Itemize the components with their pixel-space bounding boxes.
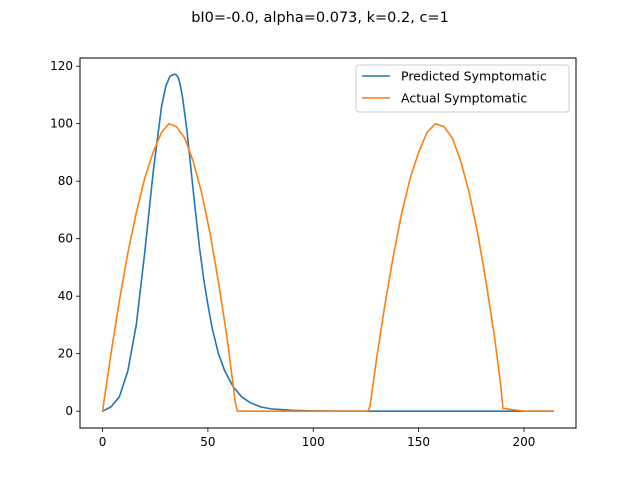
x-tick-label: 200 <box>513 435 536 449</box>
legend: Predicted Symptomatic Actual Symptomatic <box>355 64 570 113</box>
legend-label-actual: Actual Symptomatic <box>401 91 527 106</box>
y-tick-label: 40 <box>58 289 73 303</box>
legend-box <box>355 64 570 113</box>
series-lines <box>101 73 555 412</box>
plot-frame <box>79 57 577 429</box>
y-tick-label: 100 <box>50 117 73 131</box>
series-line-predicted <box>101 73 555 412</box>
y-tick-label: 20 <box>58 347 73 361</box>
y-tick-label: 80 <box>58 174 73 188</box>
x-axis: 0 50 100 150 200 <box>99 428 536 449</box>
series-line-actual <box>101 122 555 412</box>
legend-label-predicted: Predicted Symptomatic <box>401 69 547 84</box>
y-tick-label: 60 <box>58 232 73 246</box>
x-tick-label: 50 <box>200 435 215 449</box>
y-axis: 0 20 40 60 80 100 120 <box>50 59 80 418</box>
x-tick-label: 150 <box>407 435 430 449</box>
y-tick-label: 120 <box>50 59 73 73</box>
x-tick-label: 100 <box>302 435 325 449</box>
x-tick-label: 0 <box>99 435 107 449</box>
y-tick-label: 0 <box>65 404 73 418</box>
chart-title: bI0=-0.0, alpha=0.073, k=0.2, c=1 <box>191 10 449 26</box>
